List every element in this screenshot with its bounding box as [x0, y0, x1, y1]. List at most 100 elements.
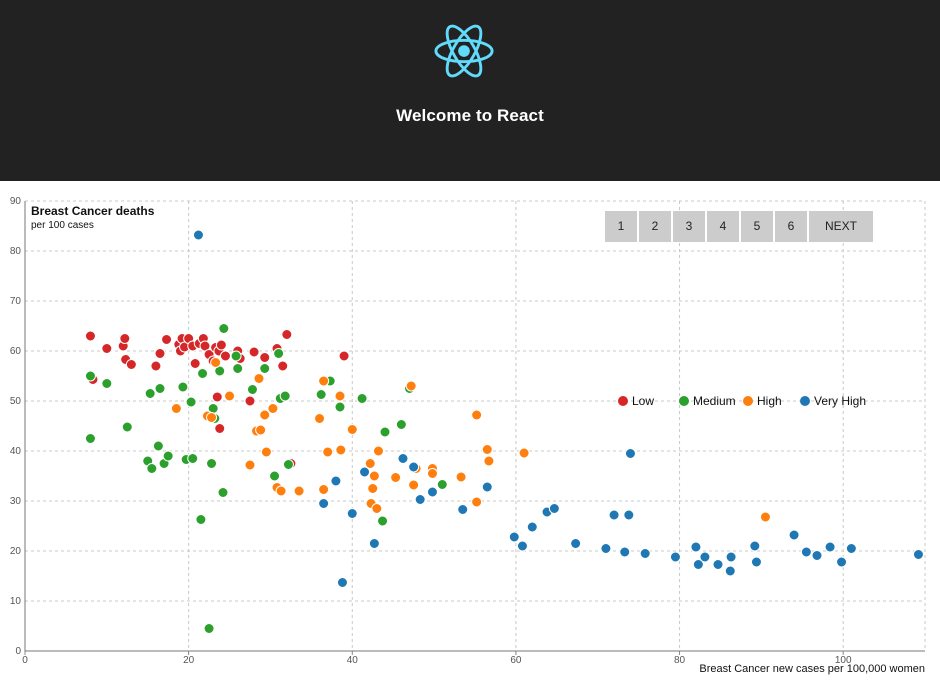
data-point-very-high[interactable] [692, 559, 704, 570]
data-point-very-high[interactable] [346, 508, 358, 519]
data-point-high[interactable] [471, 409, 483, 421]
data-point-very-high[interactable] [608, 509, 620, 521]
page-button-1[interactable]: 1 [605, 211, 637, 242]
data-point-medium[interactable] [121, 421, 133, 433]
data-point-low[interactable] [125, 359, 137, 370]
data-point-medium[interactable] [395, 419, 407, 430]
data-point-very-high[interactable] [836, 556, 848, 568]
data-point-very-high[interactable] [845, 543, 857, 554]
data-point-very-high[interactable] [600, 543, 612, 554]
data-point-high[interactable] [293, 485, 305, 497]
data-point-low[interactable] [281, 329, 293, 340]
data-point-high[interactable] [253, 373, 265, 384]
data-point-high[interactable] [260, 446, 272, 458]
data-point-low[interactable] [211, 391, 223, 403]
data-point-low[interactable] [101, 343, 113, 354]
data-point-high[interactable] [405, 380, 417, 392]
data-point-medium[interactable] [377, 515, 389, 527]
data-point-very-high[interactable] [788, 529, 800, 541]
data-point-medium[interactable] [203, 623, 215, 634]
data-point-medium[interactable] [187, 453, 199, 464]
page-button-4[interactable]: 4 [707, 211, 739, 242]
data-point-very-high[interactable] [192, 229, 204, 241]
data-point-very-high[interactable] [724, 565, 736, 577]
data-point-high[interactable] [346, 424, 358, 435]
data-point-medium[interactable] [206, 458, 218, 469]
data-point-high[interactable] [367, 483, 379, 494]
data-point-medium[interactable] [273, 348, 285, 359]
data-point-very-high[interactable] [624, 448, 636, 459]
legend-item-medium[interactable]: Medium [679, 393, 736, 409]
data-point-very-high[interactable] [699, 551, 711, 563]
data-point-high[interactable] [368, 470, 380, 482]
data-point-medium[interactable] [279, 390, 291, 402]
data-point-medium[interactable] [356, 393, 368, 404]
data-point-high[interactable] [483, 455, 495, 467]
data-point-very-high[interactable] [669, 551, 681, 563]
data-point-medium[interactable] [146, 463, 158, 474]
data-point-medium[interactable] [195, 514, 207, 525]
data-point-high[interactable] [372, 445, 384, 457]
data-point-medium[interactable] [269, 470, 281, 482]
data-point-medium[interactable] [218, 323, 230, 334]
data-point-high[interactable] [371, 503, 383, 514]
data-point-high[interactable] [471, 496, 483, 508]
data-point-medium[interactable] [217, 487, 229, 498]
data-point-low[interactable] [154, 348, 166, 359]
data-point-high[interactable] [318, 375, 330, 387]
data-point-medium[interactable] [84, 433, 96, 444]
data-point-very-high[interactable] [712, 559, 724, 570]
data-point-medium[interactable] [84, 370, 96, 382]
data-point-medium[interactable] [379, 426, 391, 438]
data-point-high[interactable] [170, 403, 182, 414]
data-point-low[interactable] [244, 395, 256, 407]
data-point-low[interactable] [338, 350, 350, 362]
data-point-very-high[interactable] [359, 466, 371, 478]
data-point-high[interactable] [390, 472, 402, 483]
data-point-very-high[interactable] [750, 556, 762, 568]
next-button[interactable]: NEXT [809, 211, 873, 242]
data-point-low[interactable] [84, 330, 96, 342]
data-point-low[interactable] [161, 334, 173, 345]
legend-item-low[interactable]: Low [618, 393, 654, 409]
data-point-high[interactable] [322, 446, 334, 458]
data-point-very-high[interactable] [330, 475, 342, 487]
data-point-very-high[interactable] [508, 531, 520, 543]
data-point-low[interactable] [214, 423, 226, 434]
data-point-medium[interactable] [246, 384, 258, 395]
data-point-high[interactable] [255, 424, 267, 436]
data-point-very-high[interactable] [526, 521, 538, 533]
data-point-high[interactable] [318, 484, 330, 495]
data-point-very-high[interactable] [824, 541, 836, 553]
page-button-2[interactable]: 2 [639, 211, 671, 242]
data-point-medium[interactable] [101, 378, 113, 389]
legend-item-very-high[interactable]: Very High [800, 393, 866, 409]
data-point-very-high[interactable] [481, 481, 493, 493]
data-point-medium[interactable] [436, 479, 448, 490]
data-point-low[interactable] [259, 352, 271, 363]
data-point-medium[interactable] [162, 450, 174, 462]
data-point-very-high[interactable] [397, 453, 409, 464]
data-point-very-high[interactable] [619, 546, 631, 558]
data-point-medium[interactable] [259, 363, 271, 374]
data-point-high[interactable] [224, 390, 236, 402]
data-point-very-high[interactable] [318, 498, 330, 509]
data-point-high[interactable] [455, 471, 467, 483]
data-point-medium[interactable] [177, 381, 189, 393]
data-point-low[interactable] [248, 346, 260, 358]
data-point-high[interactable] [426, 468, 438, 479]
data-point-very-high[interactable] [570, 538, 582, 549]
data-point-high[interactable] [481, 444, 493, 455]
data-point-high[interactable] [334, 390, 346, 402]
data-point-very-high[interactable] [336, 577, 348, 588]
page-button-5[interactable]: 5 [741, 211, 773, 242]
data-point-medium[interactable] [230, 350, 242, 362]
data-point-medium[interactable] [232, 363, 244, 374]
data-point-high[interactable] [267, 403, 279, 414]
data-point-medium[interactable] [282, 459, 294, 470]
data-point-very-high[interactable] [408, 461, 420, 473]
data-point-medium[interactable] [197, 368, 209, 379]
data-point-very-high[interactable] [912, 549, 924, 560]
data-point-very-high[interactable] [800, 546, 812, 558]
data-point-very-high[interactable] [368, 538, 380, 549]
